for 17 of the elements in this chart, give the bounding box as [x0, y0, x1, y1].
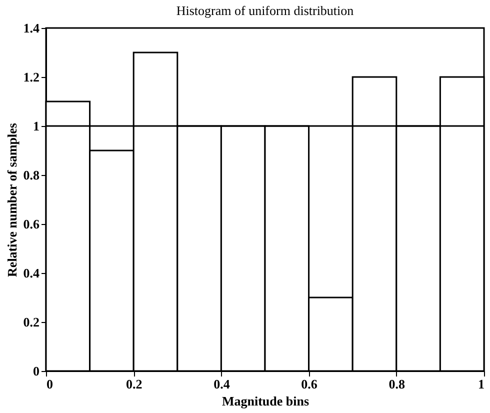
x-tick-label: 1: [478, 376, 484, 392]
x-axis-title: Magnitude bins: [222, 394, 310, 408]
y-tick-label: 0.2: [23, 314, 40, 330]
x-tick-label: 0.2: [126, 376, 142, 392]
x-tick-label: 0.8: [388, 376, 406, 392]
y-tick-label: 1: [33, 118, 40, 134]
y-tick-label: 0: [33, 364, 40, 378]
y-tick-label: 1.2: [23, 70, 40, 84]
y-tick-label: 1.4: [23, 20, 40, 36]
y-tick-label: 0.6: [23, 216, 40, 232]
y-tick-label: 0.8: [23, 168, 40, 182]
y-axis-title: Relative number of samples: [4, 123, 20, 277]
x-tick-label: 0.6: [301, 376, 318, 392]
x-tick-label: 0: [46, 376, 53, 392]
x-tick-label: 0.4: [214, 376, 230, 392]
y-tick-label: 0.4: [23, 266, 40, 280]
chart-title: Histogram of uniform distribution: [176, 3, 354, 18]
